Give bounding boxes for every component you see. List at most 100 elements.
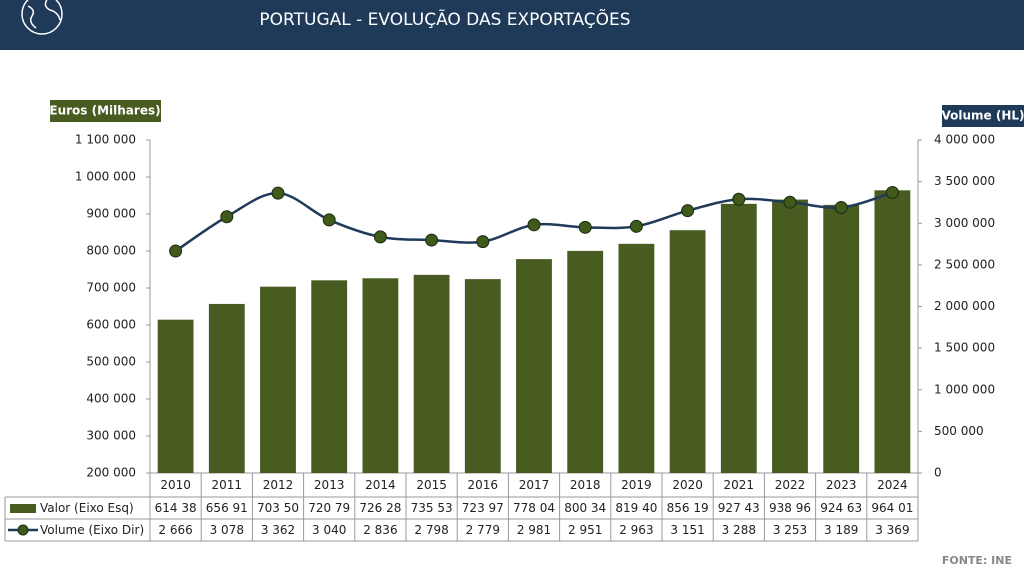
bar [464,279,501,473]
y2-tick-label: 1 500 000 [934,341,995,355]
x-tick-label: 2020 [672,478,703,492]
legend-label: Volume (Eixo Dir) [40,523,144,537]
line-marker [681,204,695,218]
source: FONTE: INE [942,554,1012,567]
bar [874,190,911,474]
line-marker [629,219,643,233]
y-tick-label: 500 000 [86,355,136,369]
line-marker [322,213,336,227]
bar [567,250,604,473]
x-tick-label: 2012 [263,478,294,492]
legend-marker [17,524,29,536]
bar [362,278,399,473]
line-marker [271,186,285,200]
table-value: 927 43 [718,501,760,515]
line-marker [578,220,592,234]
x-tick-label: 2015 [416,478,447,492]
y2-tick-label: 0 [934,466,942,480]
x-tick-label: 2022 [775,478,806,492]
line-marker [732,192,746,206]
table-value: 819 40 [615,501,657,515]
y-tick-label: 900 000 [86,207,136,221]
y2-tick-label: 500 000 [934,424,984,438]
table-value: 2 836 [363,523,397,537]
legend-label: Valor (Eixo Esq) [40,501,134,515]
x-tick-label: 2014 [365,478,396,492]
table-value: 726 28 [359,501,401,515]
table-value: 3 189 [824,523,858,537]
x-tick-label: 2017 [519,478,550,492]
x-tick-label: 2016 [468,478,499,492]
y2-tick-label: 4 000 000 [934,133,995,147]
y-tick-label: 600 000 [86,318,136,332]
line-marker [476,235,490,249]
table-value: 3 369 [875,523,909,537]
table-value: 778 04 [513,501,555,515]
line-marker [373,230,387,244]
table-value: 938 96 [769,501,811,515]
y2-tick-label: 2 500 000 [934,257,995,271]
table-value: 3 040 [312,523,346,537]
y2-tick-label: 2 000 000 [934,299,995,313]
y2-label-box [942,105,1024,127]
x-tick-label: 2013 [314,478,345,492]
x-tick-label: 2011 [212,478,243,492]
line-marker [885,186,899,200]
y-label-box [50,100,161,122]
y2-tick-label: 1 000 000 [934,382,995,396]
table-value: 3 078 [210,523,244,537]
table-value: 2 798 [414,523,448,537]
bar [516,259,552,473]
x-tick-label: 2019 [621,478,652,492]
bar [669,230,706,473]
bar [311,280,348,473]
table-value: 2 963 [619,523,653,537]
x-tick-label: 2021 [724,478,755,492]
y-tick-label: 200 000 [86,466,136,480]
table-value: 3 288 [722,523,756,537]
line-marker [169,244,183,258]
line-marker [834,201,848,215]
header-title: PORTUGAL - EVOLUÇÃO DAS EXPORTAÇÕES [259,8,630,30]
bar [772,199,808,474]
table-value: 856 19 [667,501,709,515]
y-tick-label: 1 100 000 [75,133,136,147]
table-value: 2 666 [158,523,192,537]
y-tick-label: 800 000 [86,244,136,258]
y2-tick-label: 3 000 000 [934,216,995,230]
table-value: 735 53 [411,501,453,515]
globe-icon [21,0,63,35]
x-tick-label: 2010 [160,478,191,492]
table-value: 924 63 [820,501,862,515]
legend-swatch [10,504,36,513]
bar [720,203,757,474]
bar [413,274,450,473]
y2-axis-label: Volume (HL) [941,109,1024,123]
table-value: 800 34 [564,501,606,515]
table-value: 720 79 [308,501,350,515]
table-value: 3 253 [773,523,807,537]
table-value: 656 91 [206,501,248,515]
y2-tick-label: 3 500 000 [934,174,995,188]
bar [823,204,860,473]
table-value: 2 951 [568,523,602,537]
bar [208,303,245,473]
header-bar [0,0,1024,50]
table-value: 614 38 [155,501,197,515]
table-value: 2 779 [466,523,500,537]
table-value: 3 362 [261,523,295,537]
table-value: 964 01 [871,501,913,515]
x-tick-label: 2023 [826,478,857,492]
line-marker [783,195,797,209]
x-tick-label: 2024 [877,478,908,492]
line-marker [220,210,234,224]
y-tick-label: 1 000 000 [75,170,136,184]
y-tick-label: 300 000 [86,429,136,443]
table-value: 703 50 [257,501,299,515]
table-value: 3 151 [670,523,704,537]
y-tick-label: 700 000 [86,281,136,295]
table-value: 2 981 [517,523,551,537]
table-value: 723 97 [462,501,504,515]
